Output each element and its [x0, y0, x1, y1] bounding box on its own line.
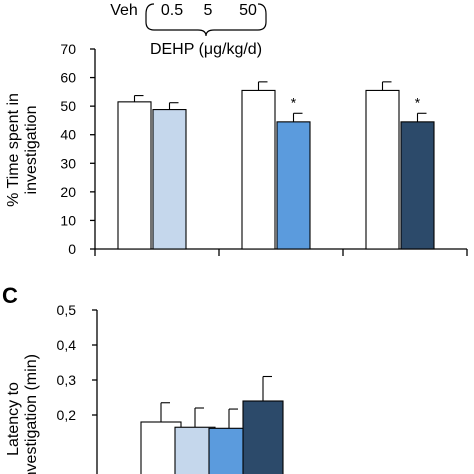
y-tick-label: 0,5 — [57, 302, 77, 318]
bar — [241, 89, 276, 250]
dose-label-low: 0.5 — [161, 2, 183, 19]
y-tick-label: 0,4 — [57, 337, 77, 353]
chart-time-spent: % Time spent in investigation 0 10 20 30 40 5… — [5, 41, 468, 257]
dose-caption: DEHP (μg/kg/d) — [150, 41, 262, 58]
chart-latency: C Latency to investigation (min) 0,2 0,3 0… — [2, 283, 284, 474]
bar — [400, 121, 435, 250]
y-tick-label: 0,2 — [57, 407, 77, 423]
y-tick-label: 0 — [68, 241, 76, 257]
dose-label-mid: 5 — [204, 2, 213, 19]
y-tick-label: 40 — [60, 127, 76, 143]
y-axis-title-c-line1: Latency to — [5, 382, 22, 456]
bar — [140, 421, 182, 474]
y-axis-title-b-line1: % Time spent in — [5, 93, 22, 207]
significance-marker: * — [291, 94, 297, 110]
y-tick-label: 20 — [60, 184, 76, 200]
y-tick-label: 70 — [60, 41, 76, 57]
dose-legend: Veh 0.5 5 50 DEHP (μg/kg/d) — [110, 2, 267, 58]
y-axis-title-c-line2: investigation (min) — [23, 354, 40, 474]
panel-c-label: C — [2, 283, 18, 308]
bar — [276, 121, 311, 250]
y-tick-label: 60 — [60, 70, 76, 86]
dose-bracket — [145, 3, 267, 37]
y-axis-title-b-line2: investigation — [23, 106, 40, 195]
dose-label-high: 50 — [239, 2, 257, 19]
bar — [242, 400, 284, 474]
y-tick-label: 50 — [60, 98, 76, 114]
dose-label-veh: Veh — [110, 2, 138, 19]
y-tick-label: 10 — [60, 212, 76, 228]
bar — [152, 109, 187, 250]
y-tick-label: 30 — [60, 155, 76, 171]
significance-marker: * — [415, 94, 421, 110]
bar — [365, 89, 400, 250]
bar — [174, 426, 216, 474]
y-tick-label: 0,3 — [57, 372, 77, 388]
bar — [117, 101, 152, 250]
